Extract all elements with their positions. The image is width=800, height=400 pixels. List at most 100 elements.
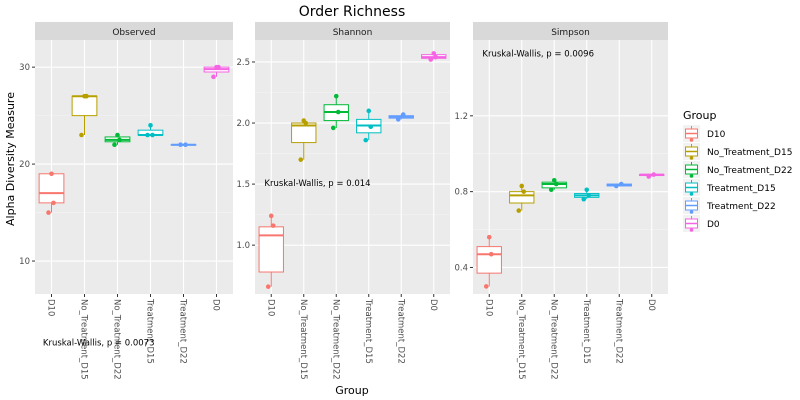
data-point [333, 93, 339, 99]
box-treatment-d22 [170, 142, 197, 148]
legend-title: Group [683, 109, 717, 122]
facet-strip [473, 22, 668, 40]
data-point [335, 109, 341, 115]
x-tick-label: No_Treatment_D15 [516, 299, 526, 380]
chart-title: Order Richness [299, 4, 406, 20]
data-point [117, 137, 122, 143]
data-point [486, 234, 492, 240]
x-tick-label: Treatment_D15 [145, 298, 155, 364]
panel-background [255, 40, 450, 294]
data-point [516, 208, 522, 213]
facet-shannon: Shannon 1.0 1.5 2.0 2.5 D10 No_Treatment_D15 No… [236, 22, 450, 380]
box-d0 [203, 64, 230, 80]
data-point [584, 187, 590, 193]
data-point [148, 123, 153, 128]
legend-key-point [689, 192, 694, 196]
box-no-treatment-d22 [104, 132, 131, 148]
facet-simpson: Simpson 0.4 0.8 1.2 D10 No_Treatment_D15 No_Tr… [454, 22, 668, 380]
data-point [51, 200, 56, 206]
x-tick-label: D0 [211, 299, 221, 311]
x-tick-label: No_Treatment_D15 [79, 299, 89, 380]
y-tick-label: 1.5 [236, 180, 250, 190]
data-point [211, 74, 216, 80]
data-point [178, 142, 183, 148]
data-point [581, 196, 587, 202]
x-tick-label: D10 [265, 299, 275, 316]
legend-label: No_Treatment_D22 [707, 166, 792, 176]
data-point [519, 183, 525, 189]
panel-background [473, 40, 668, 294]
box-treatment-d22 [388, 112, 414, 122]
kruskal-wallis-annotation: Kruskal-Wallis, p = 0.0073 [43, 338, 155, 348]
facet-strip [35, 22, 233, 40]
legend-key-point [689, 228, 694, 232]
y-tick-label: 1.2 [454, 112, 468, 122]
y-tick-label: 1.0 [236, 241, 250, 251]
data-point [651, 172, 657, 177]
legend-item-d0: D0 [683, 215, 720, 232]
box-no-treatment-d15 [509, 183, 535, 213]
box-no-treatment-d22 [323, 93, 349, 131]
legend-item-no-treatment-d22: No_Treatment_D22 [683, 161, 792, 178]
box-treatment-d15 [574, 187, 600, 202]
data-point [618, 181, 624, 187]
data-point [548, 187, 554, 193]
data-point [433, 54, 439, 60]
data-point [428, 57, 434, 62]
data-point [368, 124, 374, 130]
y-tick-label: 2.0 [236, 119, 250, 129]
data-point [366, 108, 372, 114]
data-point [553, 181, 559, 187]
x-tick-label: D10 [483, 299, 493, 316]
box-treatment-d15 [137, 123, 164, 138]
x-tick-label: Treatment_D22 [613, 298, 623, 364]
legend-key-point [689, 210, 694, 214]
data-point [49, 171, 54, 177]
box-iqr [71, 95, 98, 117]
legend-item-no-treatment-d15: No_Treatment_D15 [683, 143, 792, 160]
y-tick-label: 10 [19, 257, 30, 267]
x-tick-label: No_Treatment_D22 [330, 299, 340, 380]
facet-strip-label: Simpson [551, 28, 590, 38]
y-tick-label: 0.8 [454, 188, 468, 198]
data-point [431, 51, 437, 56]
box-no-treatment-d22 [541, 177, 567, 193]
legend-key-point [689, 138, 694, 142]
x-tick-label: No_Treatment_D22 [548, 299, 558, 380]
data-point [646, 174, 652, 179]
box-d0 [639, 172, 665, 179]
data-point [586, 193, 592, 198]
facet-strip-label: Observed [112, 28, 155, 38]
box-treatment-d15 [356, 108, 382, 143]
legend-label: Treatment_D15 [706, 184, 776, 194]
x-tick-label: No_Treatment_D22 [112, 299, 122, 380]
legend-item-treatment-d22: Treatment_D22 [683, 197, 776, 214]
data-point [46, 210, 51, 215]
box-iqr [476, 246, 502, 274]
y-tick-label: 2.5 [236, 58, 250, 68]
legend-label: Treatment_D22 [706, 202, 776, 212]
data-point [265, 284, 271, 289]
data-point [613, 183, 619, 189]
box-d10 [258, 213, 284, 289]
box-d10 [38, 171, 65, 215]
legend-key-point [689, 156, 694, 160]
data-point [82, 93, 87, 99]
box-no-treatment-d15 [291, 118, 317, 162]
box-iqr [258, 226, 284, 273]
box-treatment-d22 [606, 181, 632, 189]
data-point [488, 251, 494, 257]
data-point [115, 132, 120, 138]
data-point [270, 223, 276, 228]
legend-label: D10 [707, 130, 726, 140]
data-point [298, 157, 304, 162]
box-iqr [38, 173, 65, 204]
y-tick-label: 20 [19, 160, 30, 170]
legend-key-point [689, 174, 694, 178]
box-iqr [509, 191, 535, 204]
data-point [214, 64, 219, 70]
x-tick-label: D0 [428, 299, 438, 311]
x-tick-label: Treatment_D22 [178, 298, 188, 364]
data-point [183, 142, 188, 148]
